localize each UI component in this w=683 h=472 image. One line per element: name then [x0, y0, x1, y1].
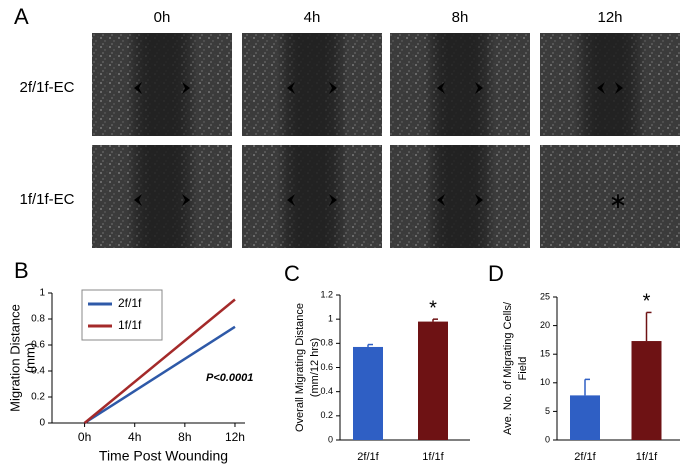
x-tick-label: 12h: [225, 430, 245, 444]
significance-mark: *: [643, 291, 651, 313]
column-label: 0h: [154, 9, 171, 26]
series-line: [83, 298, 236, 424]
y-tick-label: 0.8: [320, 338, 333, 348]
bar: [631, 341, 662, 440]
wound-gap: [127, 33, 197, 136]
y-tick-label: 0.8: [31, 314, 45, 325]
arrow-left: [134, 82, 142, 94]
column-label: 4h: [304, 9, 321, 26]
panel-letter: D: [488, 261, 504, 286]
arrow-right: [475, 82, 483, 94]
legend-box: [81, 289, 163, 341]
x-tick-label: 2f/1f: [357, 451, 379, 463]
row-label: 2f/1f-EC: [19, 79, 74, 96]
y-tick-label: 0: [328, 434, 333, 444]
wound-gap: [425, 145, 495, 248]
legend-label: 1f/1f: [118, 318, 142, 332]
y-tick-label: 0.6: [31, 340, 45, 351]
significance-mark: *: [429, 297, 437, 319]
legend-label: 2f/1f: [118, 296, 142, 310]
wound-gap: [277, 145, 347, 248]
y-tick-label: 0: [39, 418, 45, 429]
x-tick-label: 4h: [128, 430, 141, 444]
y-tick-label: 0.4: [320, 386, 333, 396]
x-axis-label: Time Post Wounding: [99, 448, 228, 464]
panel-letter: A: [14, 4, 29, 29]
arrow-right: [615, 82, 623, 94]
micrograph: [540, 145, 680, 248]
arrow-right: [182, 194, 190, 206]
y-tick-label: 1: [328, 314, 333, 324]
arrow-left: [134, 194, 142, 206]
column-label: 8h: [452, 9, 469, 26]
closure-mark: ∗: [609, 188, 627, 213]
x-tick-label: 1f/1f: [422, 451, 444, 463]
wound-gap: [127, 145, 197, 248]
y-axis-label: Field: [517, 357, 529, 381]
y-tick-label: 1.2: [320, 289, 333, 299]
y-tick-label: 10: [540, 377, 550, 387]
row-label: 1f/1f-EC: [19, 191, 74, 208]
x-tick-label: 2f/1f: [574, 451, 596, 463]
arrow-left: [287, 194, 295, 206]
wound-gap: [277, 33, 347, 136]
y-tick-label: 0: [545, 434, 550, 444]
y-axis-label: Ave. No. of Migrating Cells/: [502, 301, 514, 435]
arrow-left: [287, 82, 295, 94]
y-axis-label: Migration Distance: [7, 304, 22, 412]
micrographs: ∗: [92, 33, 680, 248]
arrow-left: [437, 194, 445, 206]
x-tick-label: 0h: [78, 430, 91, 444]
x-tick-label: 1f/1f: [636, 451, 658, 463]
y-tick-label: 1: [39, 288, 45, 299]
y-tick-label: 0.2: [320, 410, 333, 420]
y-tick-label: 5: [545, 406, 550, 416]
y-tick-label: 20: [540, 320, 550, 330]
y-axis-label: Overall Migrating Distance: [294, 303, 306, 432]
y-axis-label: (mm/12 hrs): [309, 338, 321, 397]
column-label: 12h: [597, 9, 622, 26]
panel-letter: C: [284, 261, 300, 286]
y-tick-label: 0.2: [31, 392, 45, 403]
arrow-right: [329, 194, 337, 206]
annotation: P<0.0001: [206, 372, 253, 384]
series-line: [83, 325, 236, 425]
arrow-right: [475, 194, 483, 206]
y-tick-label: 0.6: [320, 362, 333, 372]
x-tick-label: 8h: [178, 430, 191, 444]
y-tick-label: 0.4: [31, 366, 45, 377]
bar: [570, 395, 600, 440]
bar: [353, 346, 383, 440]
arrow-left: [437, 82, 445, 94]
wound-gap: [425, 33, 495, 136]
arrow-left: [597, 82, 605, 94]
arrow-right: [182, 82, 190, 94]
arrow-right: [329, 82, 337, 94]
y-tick-label: 15: [540, 349, 550, 359]
bar: [418, 321, 448, 440]
panel-letter: B: [14, 258, 29, 283]
y-axis-label: (mm): [22, 343, 37, 373]
wound-gap: [575, 33, 645, 136]
y-tick-label: 25: [540, 291, 550, 301]
